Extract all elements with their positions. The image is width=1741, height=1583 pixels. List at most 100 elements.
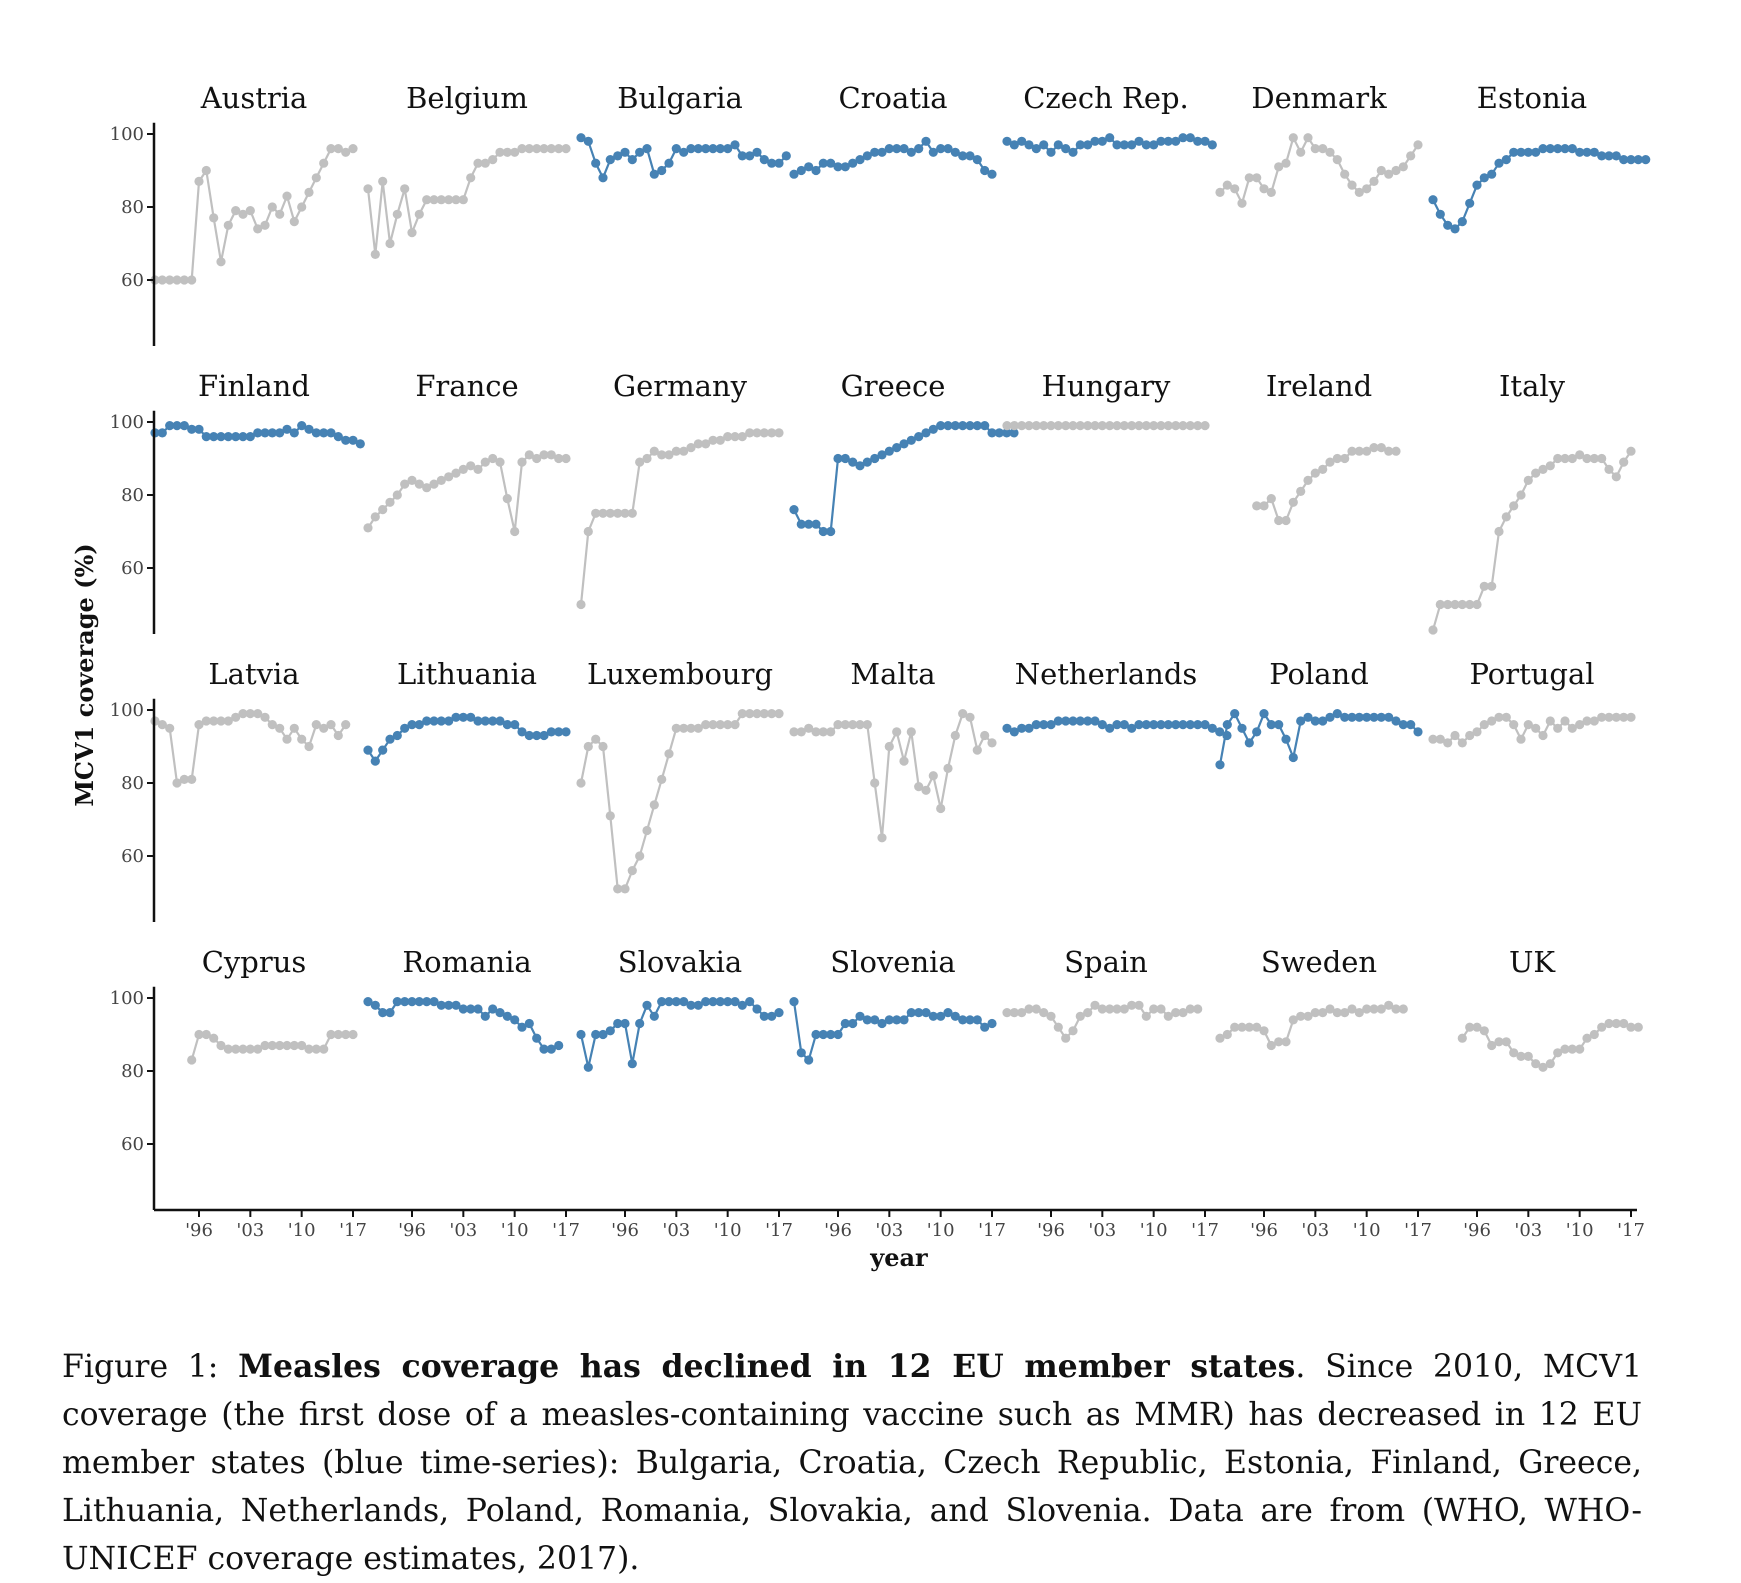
data-point — [972, 745, 982, 755]
data-point — [892, 727, 902, 737]
data-point — [400, 479, 410, 489]
data-point — [671, 997, 681, 1007]
data-point — [657, 450, 667, 460]
data-point — [422, 483, 432, 493]
data-point — [1288, 1015, 1298, 1025]
data-point — [1611, 472, 1621, 482]
data-point — [848, 457, 858, 467]
data-point — [730, 720, 740, 730]
data-point — [1296, 147, 1306, 157]
data-point — [745, 997, 755, 1007]
data-point — [209, 1033, 219, 1043]
data-point — [363, 184, 373, 194]
data-point — [1362, 446, 1372, 456]
data-point — [532, 730, 542, 741]
data-point — [1083, 421, 1093, 431]
data-point — [1376, 165, 1386, 176]
data-point — [1193, 421, 1203, 431]
data-point — [267, 1040, 277, 1051]
data-point — [715, 144, 725, 154]
data-point — [972, 421, 982, 431]
x-tick-label: '10 — [1566, 1220, 1594, 1241]
data-point — [745, 151, 755, 161]
data-point — [1318, 464, 1328, 474]
data-point — [179, 421, 189, 431]
data-point — [591, 734, 601, 744]
data-point — [370, 512, 380, 522]
data-point — [1303, 1011, 1313, 1021]
panel-luxembourg: Luxembourg — [576, 657, 784, 894]
data-point — [1611, 1018, 1621, 1029]
data-point — [1589, 1029, 1599, 1040]
data-point — [1266, 494, 1276, 504]
data-point — [576, 133, 586, 143]
data-point — [950, 147, 960, 157]
data-point — [730, 140, 740, 150]
data-point — [1252, 1022, 1262, 1032]
data-point — [826, 526, 836, 537]
data-point — [1354, 712, 1364, 722]
data-point — [510, 526, 520, 537]
data-point — [605, 1026, 615, 1036]
data-point — [1369, 176, 1379, 186]
data-point — [627, 1059, 637, 1069]
data-point — [642, 825, 652, 836]
data-point — [1075, 716, 1085, 726]
data-point — [804, 519, 814, 529]
data-point — [1259, 709, 1269, 719]
data-point — [517, 1022, 527, 1032]
data-point — [297, 202, 307, 212]
data-point — [1347, 446, 1357, 456]
data-point — [414, 209, 424, 219]
data-point — [855, 155, 865, 165]
data-point — [289, 1040, 299, 1051]
data-point — [1215, 760, 1225, 770]
data-point — [1105, 421, 1115, 431]
data-point — [275, 1040, 285, 1051]
data-point — [1494, 1037, 1504, 1047]
data-point — [282, 191, 292, 201]
data-point — [1288, 752, 1298, 763]
data-point — [223, 1044, 233, 1054]
data-point — [1252, 173, 1262, 183]
y-tick-label: 100 — [110, 412, 144, 433]
data-point — [1523, 720, 1533, 730]
data-point — [1163, 136, 1173, 146]
x-tick-label: '17 — [978, 1220, 1006, 1241]
data-point — [1112, 140, 1122, 150]
data-point — [414, 479, 424, 489]
data-point — [451, 712, 461, 722]
data-point — [194, 176, 204, 186]
data-point — [708, 435, 718, 445]
data-point — [333, 1029, 343, 1040]
data-point — [583, 1062, 593, 1072]
data-point — [921, 1008, 931, 1018]
data-point — [870, 147, 880, 157]
data-point — [804, 1055, 814, 1065]
data-point — [1259, 1026, 1269, 1036]
panel-sweden: Sweden — [1215, 945, 1408, 1051]
data-point — [1391, 716, 1401, 726]
data-point — [686, 723, 696, 733]
data-point — [833, 1029, 843, 1040]
data-point — [1149, 421, 1159, 431]
data-point — [1531, 723, 1541, 733]
data-point — [928, 1011, 938, 1021]
data-point — [1340, 453, 1350, 464]
data-point — [1347, 712, 1357, 722]
panel-slovakia: Slovakia — [576, 945, 784, 1072]
y-tick-label: 60 — [121, 846, 144, 867]
data-point — [1002, 723, 1012, 733]
x-tick-label: '03 — [449, 1220, 477, 1241]
data-point — [811, 519, 821, 529]
data-point — [899, 144, 909, 154]
data-point — [1531, 147, 1541, 157]
data-point — [297, 1040, 307, 1051]
x-tick-label: '03 — [1088, 1220, 1116, 1241]
panel-ireland: Ireland — [1252, 369, 1401, 526]
data-point — [877, 1018, 887, 1029]
data-point — [649, 169, 659, 179]
data-point — [906, 435, 916, 445]
data-point — [1296, 716, 1306, 726]
data-point — [899, 1015, 909, 1025]
